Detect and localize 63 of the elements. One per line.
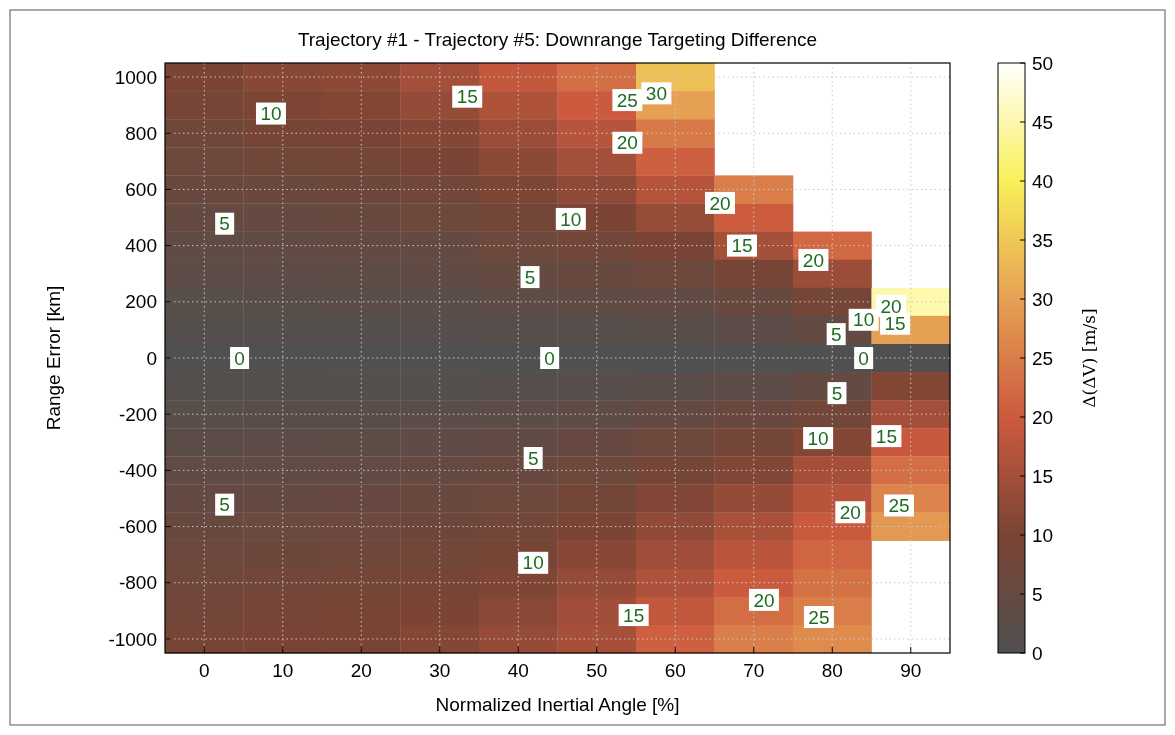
annotation: 15 <box>623 604 645 626</box>
annotation: 10 <box>853 309 875 331</box>
y-tick-label: 600 <box>125 179 157 201</box>
x-tick-label: 70 <box>743 660 765 681</box>
annotation: 20 <box>839 501 861 523</box>
annotation: 30 <box>645 82 667 104</box>
annotation: 0 <box>234 347 245 369</box>
annotation: 10 <box>260 103 282 125</box>
annotation: 5 <box>527 447 539 469</box>
x-axis-title: Normalized Inertial Angle [%] <box>435 694 680 715</box>
annotation: 20 <box>753 589 775 611</box>
color-bar-label: 5 <box>1032 583 1043 605</box>
y-axis-title: Range Error [km] <box>43 285 64 431</box>
y-tick-label: 200 <box>125 291 157 313</box>
color-bar-label: 0 <box>1032 642 1043 664</box>
x-tick-label: 50 <box>586 660 608 681</box>
x-tick-label: 80 <box>821 660 843 681</box>
y-tick-label: 1000 <box>114 66 157 88</box>
x-tick-label: 60 <box>664 660 686 681</box>
color-bar-label: 30 <box>1032 288 1054 310</box>
y-tick-label: -600 <box>118 516 157 538</box>
y-tick-label: 400 <box>125 235 157 257</box>
annotation: 5 <box>830 323 842 345</box>
annotation: 10 <box>522 552 544 574</box>
x-tick-label: 0 <box>198 660 210 681</box>
annotation: 25 <box>616 89 638 111</box>
x-tick-label: 40 <box>507 660 529 681</box>
annotation: 5 <box>524 266 536 288</box>
annotation: 15 <box>731 235 753 257</box>
annotation: 20 <box>616 132 638 154</box>
color-bar-label: 15 <box>1032 465 1054 487</box>
y-tick-label: -1000 <box>108 628 157 650</box>
annotation: 15 <box>875 425 897 447</box>
annotation: 10 <box>807 427 829 449</box>
annotation: 5 <box>219 494 230 516</box>
x-tick-label: 90 <box>900 660 922 681</box>
y-tick-label: -200 <box>118 403 157 425</box>
y-tick-label: -800 <box>118 572 157 594</box>
color-bar-label: 10 <box>1032 524 1054 546</box>
color-bar-label: 45 <box>1032 111 1054 133</box>
annotation: 25 <box>888 495 910 517</box>
color-bar-label: 40 <box>1032 170 1054 192</box>
annotation: 10 <box>560 208 582 230</box>
x-tick-label: 20 <box>350 660 372 681</box>
x-tick-label: 10 <box>272 660 294 681</box>
annotation: 15 <box>456 86 478 108</box>
annotation: 20 <box>802 249 824 271</box>
y-tick-label: -400 <box>118 460 157 482</box>
color-bar-title: Δ(ΔV) [m/s] <box>1079 308 1099 408</box>
annotation: 5 <box>831 382 843 404</box>
x-tick-label: 30 <box>429 660 451 681</box>
y-tick-label: 800 <box>125 122 157 144</box>
annotation: 20 <box>709 192 731 214</box>
color-bar-label: 50 <box>1032 52 1054 74</box>
color-bar-label: 35 <box>1032 229 1054 251</box>
chart-title: Trajectory #1 - Trajectory #5: Downrange Targeting Difference <box>297 29 818 50</box>
y-tick-label: 0 <box>146 347 157 369</box>
color-bar-label: 20 <box>1032 406 1054 428</box>
annotation: 25 <box>808 606 830 628</box>
color-bar-label: 25 <box>1032 347 1054 369</box>
annotation: 0 <box>858 347 869 369</box>
annotation: 5 <box>219 213 230 235</box>
annotation: 0 <box>544 347 555 369</box>
